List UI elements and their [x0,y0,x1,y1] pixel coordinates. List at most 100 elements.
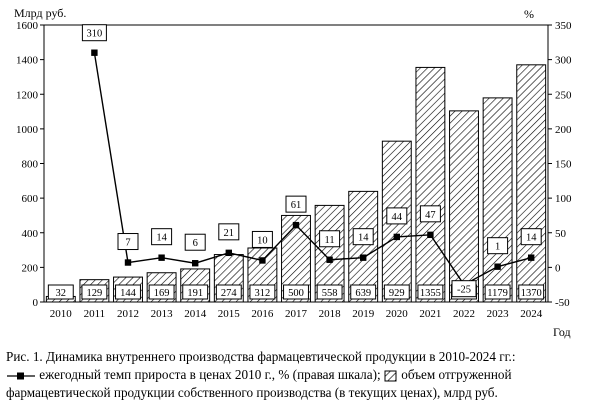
line-value-label: 7 [125,238,130,249]
x-axis-tick-label: 2011 [84,308,106,320]
x-axis-tick-label: 2012 [117,308,139,320]
line-value-label: 1 [495,242,500,253]
line-value-box [520,228,542,246]
bar-value-label: 312 [255,288,271,299]
x-axis-tick-label: 2021 [419,308,441,320]
x-axis-tick-label: 2022 [453,308,475,320]
line-value-box [218,223,240,241]
bar-value-box [249,284,276,300]
line-marker [292,221,300,229]
bar-value-label: 129 [87,288,103,299]
bar-value-box [47,284,74,300]
right-axis-title: % [524,7,534,21]
x-axis-tick-label: 2024 [520,308,543,320]
line-square-marker-icon [7,372,35,380]
legend-bar-label: объем отгруженной [401,367,512,382]
left-axis-tick-label: 400 [22,228,39,240]
bar-value-label: 191 [187,288,203,299]
line-value-box [151,228,173,246]
line-value-box [285,195,307,213]
x-axis-tick-label: 2019 [352,308,375,320]
line-value-box [117,233,139,251]
x-axis-tick-label: 2018 [319,308,342,320]
bar-value-box [81,284,108,300]
bar-value-box [182,284,209,300]
line-value-label: 14 [358,233,369,244]
line-value-label: 21 [224,228,235,239]
line-marker [124,259,132,266]
bar-value-label: 558 [322,288,338,299]
bar-value-label: 500 [288,288,304,299]
right-axis-tick-label: 200 [555,124,572,136]
line-value-box [319,230,341,248]
x-axis-tick-label: 2016 [251,308,274,320]
bar-value-box [417,284,444,300]
left-axis-tick-label: 800 [22,159,39,171]
x-axis-tick-label: 2013 [151,308,174,320]
bar-value-box [484,284,511,300]
line-path [93,52,532,286]
legend-line-label: ежегодный темп прироста в ценах 2010 г.,… [39,367,381,382]
bar-value-box [350,284,377,300]
line-value-box [419,205,441,223]
chart: 02004006008001000120014001600-5005010015… [14,6,572,339]
left-axis-tick-label: 1400 [16,55,39,67]
line-value-box [451,280,477,298]
line-marker [360,254,367,261]
right-axis-tick-label: 0 [555,262,561,274]
x-axis-tick-label: 2010 [50,308,73,320]
line-marker [259,257,266,264]
line-value-box [487,237,509,255]
line-value-label: 10 [257,235,268,246]
bar-value-label: 639 [355,288,371,299]
line-marker [192,260,199,267]
x-axis-tick-label: 2015 [218,308,241,320]
bar-value-box [115,284,141,300]
hatched-swatch-icon [384,370,397,382]
line-marker [225,249,232,257]
right-axis-tick-label: 150 [555,159,572,171]
bar-value-box [215,284,242,300]
bar-value-box [518,284,545,300]
line-value-label: 6 [193,238,198,249]
bar-value-label: 169 [154,288,170,299]
left-axis-tick-label: 0 [33,297,39,309]
line-value-label: 44 [392,212,403,223]
line-value-label: 14 [526,233,537,244]
bar-value-box [148,284,175,300]
line-marker [158,254,165,261]
right-axis-tick-label: -50 [555,297,570,309]
axes: 02004006008001000120014001600-5005010015… [16,20,572,320]
line-marker [326,256,333,263]
right-axis-tick-label: 250 [555,89,572,101]
line-marker [393,233,400,241]
bar [449,110,479,303]
bar-value-box [383,284,410,300]
line-value-box [352,228,374,246]
left-axis-tick-label: 600 [22,193,39,205]
bar [415,66,446,303]
x-axis-title: Год [553,325,571,339]
line-value-label: -25 [457,285,471,296]
line-value-box [184,233,206,251]
bar-value-label: 1370 [521,288,542,299]
line-value-box [81,24,107,42]
line-value-label: 61 [291,200,302,211]
right-axis-tick-label: 100 [555,193,572,205]
line-marker [494,263,501,270]
left-axis-tick-label: 1000 [16,124,39,136]
bar-value-label: 929 [389,288,405,299]
left-axis-tick-label: 200 [22,262,39,274]
line-marker [528,254,535,261]
line-value-label: 47 [425,210,436,221]
caption-line-3: фармацевтической продукции собственного … [6,385,498,400]
right-axis-tick-label: 350 [555,20,572,32]
bar-value-box [283,284,309,300]
figure-caption: Рис. 1. Динамика внутреннего производств… [6,348,586,402]
x-axis-tick-label: 2023 [487,308,510,320]
x-axis-tick-label: 2014 [184,308,207,320]
line-marker [427,231,434,239]
line-value-box [386,207,408,225]
caption-line-2: ежегодный темп прироста в ценах 2010 г.,… [6,366,586,384]
line-value-box [251,230,273,248]
